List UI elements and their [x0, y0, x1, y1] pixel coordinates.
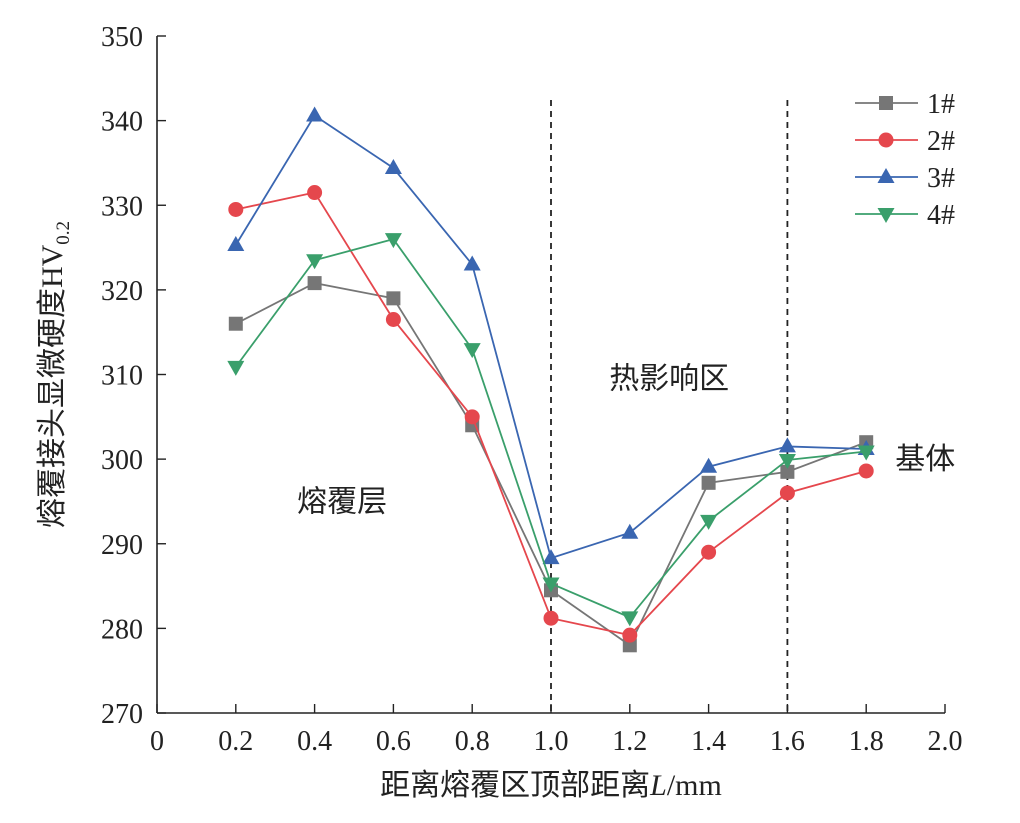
x-axis-label: 距离熔覆区顶部距离L/mm: [380, 769, 722, 802]
x-tick-label: 0: [150, 726, 164, 757]
series-2: [228, 185, 874, 643]
data-point: [857, 445, 875, 461]
data-point: [621, 523, 639, 539]
x-tick-label: 0.4: [297, 726, 332, 757]
data-point: [622, 627, 638, 643]
data-point: [778, 453, 796, 469]
data-point: [228, 201, 244, 217]
data-point: [701, 544, 717, 560]
x-tick-label: 1.8: [849, 726, 884, 757]
legend-item: 3#: [855, 163, 955, 194]
x-tick-label: 1.6: [770, 726, 805, 757]
data-point: [306, 254, 324, 270]
data-point: [621, 611, 639, 627]
y-tick-label: 310: [101, 361, 143, 392]
data-point: [622, 638, 637, 653]
data-point: [227, 360, 245, 376]
data-point: [778, 437, 796, 453]
data-point: [307, 276, 322, 291]
legend-label: 2#: [927, 126, 955, 157]
data-point: [228, 316, 243, 331]
data-point: [780, 464, 795, 479]
legend-item: 2#: [855, 126, 955, 157]
legend-marker: [879, 96, 893, 110]
data-point: [701, 475, 716, 490]
data-point: [463, 343, 481, 359]
data-point: [306, 106, 324, 122]
y-tick-label: 340: [101, 107, 143, 138]
legend-label: 1#: [927, 89, 955, 120]
data-point: [307, 185, 323, 201]
data-point: [542, 549, 560, 565]
legend-label: 4#: [927, 200, 955, 231]
data-point: [386, 291, 401, 306]
region-annotation: 基体: [895, 443, 955, 476]
y-tick-label: 270: [101, 699, 143, 730]
data-point: [463, 255, 481, 271]
x-tick-label: 1.4: [691, 726, 726, 757]
data-point: [464, 409, 480, 425]
legend-label: 3#: [927, 163, 955, 194]
data-point: [779, 485, 795, 501]
series-group: [227, 106, 875, 653]
x-tick-label: 1.2: [612, 726, 647, 757]
legend-marker: [878, 132, 894, 148]
series-4: [227, 233, 875, 627]
y-axis-label: 熔覆接头显微硬度HV0.2: [36, 221, 74, 528]
data-point: [384, 159, 402, 175]
y-tick-label: 330: [101, 191, 143, 222]
legend-item: 1#: [855, 89, 955, 120]
x-tick-label: 2.0: [928, 726, 963, 757]
x-tick-label: 0.2: [218, 726, 253, 757]
data-point: [858, 463, 874, 479]
y-tick-label: 280: [101, 614, 143, 645]
region-divider-lines: [550, 100, 789, 713]
data-point: [543, 610, 559, 626]
axes: 0 0.2 0.4 0.6 0.8 1.0 1.2 1.4 1.6 1.8 2.0 270 280 290…: [36, 22, 963, 802]
region-annotation: 熔覆层: [297, 485, 387, 518]
legend-marker: [877, 168, 895, 183]
data-point: [385, 311, 401, 327]
y-tick-label: 300: [101, 445, 143, 476]
data-point: [700, 457, 718, 473]
y-tick-label: 320: [101, 276, 143, 307]
y-tick-label: 290: [101, 530, 143, 561]
data-point: [542, 577, 560, 593]
region-annotation: 热影响区: [609, 363, 729, 396]
y-tick-label: 350: [101, 22, 143, 53]
x-tick-label: 0.6: [376, 726, 411, 757]
data-point: [384, 233, 402, 249]
legend-marker: [877, 208, 895, 223]
x-tick-label: 1.0: [534, 726, 569, 757]
data-point: [227, 236, 245, 252]
legend-item: 4#: [855, 200, 955, 231]
legend: 1# 2# 3# 4#: [855, 89, 955, 231]
x-tick-label: 0.8: [455, 726, 490, 757]
data-point: [700, 514, 718, 530]
